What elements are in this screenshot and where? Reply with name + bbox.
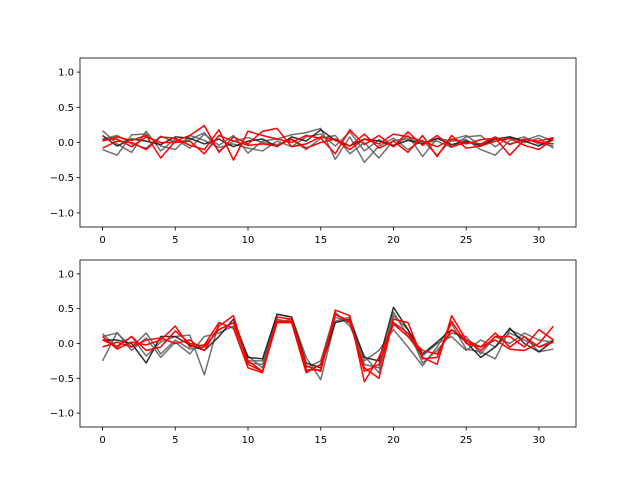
series-line-4 [102, 129, 554, 148]
x-tick-label: 20 [387, 435, 400, 446]
y-tick-label: 0.5 [58, 304, 74, 315]
x-tick-label: 25 [460, 235, 473, 246]
y-tick-label: 0.0 [58, 138, 74, 149]
series-line-6 [102, 129, 554, 161]
bottom-chart: 0 5 10 15 20 25 30 −1.0 −0.5 0.0 0.5 1.0 [50, 259, 577, 446]
x-tick-label: 0 [99, 235, 105, 246]
x-tick-label: 15 [314, 435, 327, 446]
y-tick-label: 0.5 [58, 103, 74, 114]
y-tick-label: −0.5 [50, 173, 74, 184]
series-group [102, 124, 554, 163]
x-tick-label: 15 [314, 235, 327, 246]
x-tick-label: 10 [242, 235, 255, 246]
y-tick-label: 1.0 [58, 269, 74, 280]
x-tick-label: 5 [172, 435, 178, 446]
x-tick-label: 0 [99, 435, 105, 446]
x-tick-label: 20 [387, 235, 400, 246]
top-chart: 0 5 10 15 20 25 30 −1.0 −0.5 0.0 0.5 1.0 [50, 57, 577, 246]
x-tick-label: 25 [460, 435, 473, 446]
y-tick-label: −1.0 [50, 409, 74, 420]
y-tick-label: 1.0 [58, 68, 74, 79]
series-line-7 [102, 313, 554, 373]
y-tick-label: −0.5 [50, 374, 74, 385]
y-tick-label: −1.0 [50, 208, 74, 219]
series-line-7 [102, 133, 554, 158]
x-tick-label: 30 [533, 435, 546, 446]
y-tick-label: 0.0 [58, 339, 74, 350]
series-line-2 [101, 311, 554, 374]
x-tick-label: 5 [172, 235, 178, 246]
x-tick-label: 30 [533, 235, 546, 246]
x-tick-label: 10 [242, 435, 255, 446]
series-group [101, 306, 555, 383]
